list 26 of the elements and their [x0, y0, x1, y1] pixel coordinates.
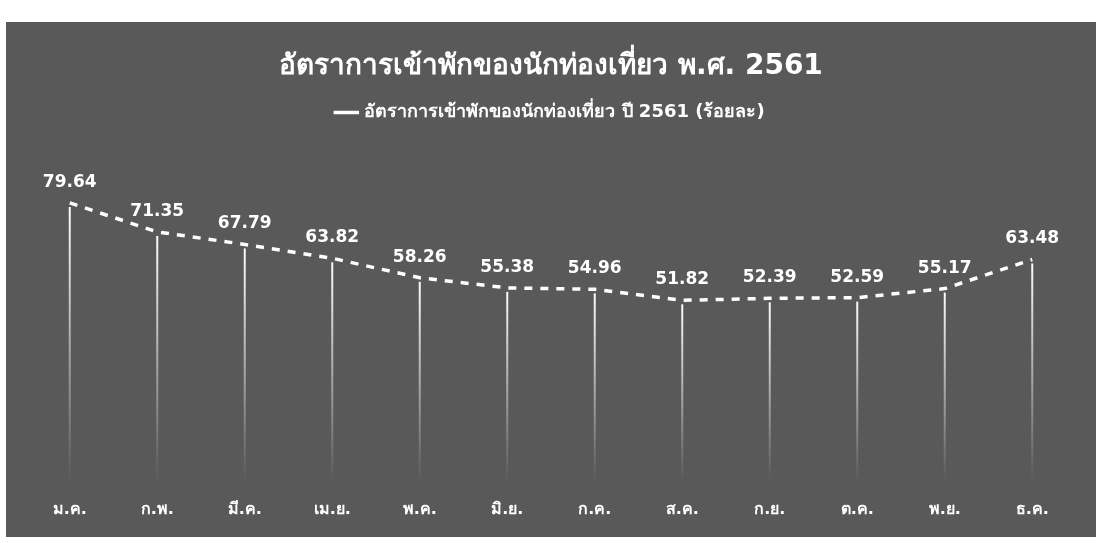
- x-tick-label: พ.ย.: [928, 498, 961, 518]
- data-label: 67.79: [217, 212, 272, 233]
- data-label: 63.48: [1005, 227, 1060, 248]
- x-tick-label: ต.ค.: [840, 498, 874, 518]
- data-label: 71.35: [130, 199, 185, 220]
- x-tick-label: ก.ค.: [578, 498, 612, 518]
- x-tick-label: มี.ค.: [227, 498, 262, 518]
- x-tick-label: เม.ย.: [313, 498, 351, 518]
- x-tick-label: ม.ค.: [52, 498, 87, 518]
- legend-label: อัตราการเข้าพักของนักท่องเที่ยว ปี 2561 (ร้อยละ): [364, 98, 765, 122]
- x-tick-label: ก.พ.: [140, 498, 174, 518]
- x-tick-label: พ.ค.: [402, 498, 437, 518]
- x-tick-label: ส.ค.: [665, 498, 699, 518]
- data-label: 79.64: [42, 170, 97, 191]
- data-label: 55.17: [917, 256, 972, 277]
- chart-title: อัตราการเข้าพักของนักท่องเที่ยว พ.ศ. 2561: [279, 44, 823, 82]
- data-label: 51.82: [655, 268, 710, 289]
- x-tick-label: ธ.ค.: [1015, 498, 1049, 518]
- x-tick-label: มิ.ย.: [491, 498, 524, 518]
- data-label: 63.82: [305, 226, 360, 247]
- x-tick-label: ก.ย.: [754, 498, 786, 518]
- data-label: 55.38: [480, 255, 535, 276]
- data-label: 52.59: [830, 265, 885, 286]
- data-label: 52.39: [742, 266, 797, 287]
- data-label: 58.26: [392, 245, 447, 266]
- data-label: 54.96: [567, 257, 622, 278]
